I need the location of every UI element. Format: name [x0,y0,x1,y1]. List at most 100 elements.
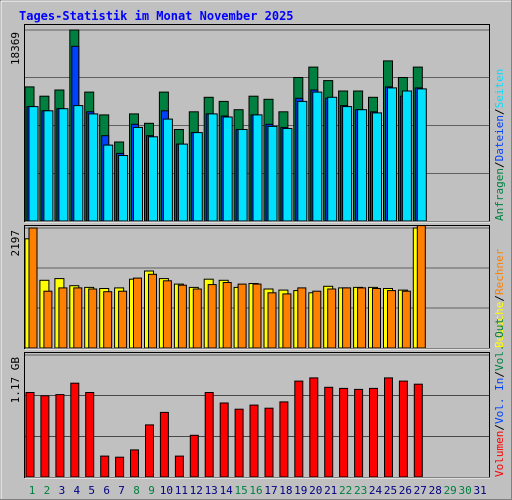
bar-rechner-day-24 [372,288,381,349]
bar-rechner-day-6 [103,291,113,349]
bar-seiten-day-19 [297,100,308,222]
bar-volumen-day-7 [115,456,125,478]
x-axis-labels: 1 2 3 4 5 6 7 8 9 10 11 12 13 14 15 16 17 18 19 20 21 22 23 24 2… [29,484,487,497]
x-tick-label-4: 4 [73,484,80,497]
bar-seiten-day-9 [148,136,158,222]
legend-entry: Dateien [493,115,506,161]
bar-volumen-day-6 [100,455,110,478]
bar-rechner-day-3 [58,287,68,349]
bar-volumen-day-4 [70,382,80,478]
panel-volume: 1.17 GB [9,352,490,479]
bar-rechner-day-21 [327,288,337,349]
bar-seiten-day-21 [327,96,338,222]
bar-rechner-day-11 [177,284,187,349]
bar-volumen-day-2 [40,395,50,478]
bar-volumen-day-27 [413,383,423,478]
bar-volumen-day-1 [25,392,35,478]
bar-rechner-day-18 [282,293,292,349]
x-tick-label-16: 16 [249,484,262,497]
bar-seiten-day-22 [342,106,353,222]
bar-volumen-day-3 [55,394,65,478]
right-legend-middle: Besuche/Rechner [493,248,506,348]
x-tick-label-7: 7 [118,484,125,497]
bar-seiten-day-25 [387,87,397,222]
chart-title: Tages-Statistik im Monat November 2025 [19,9,294,23]
bar-seiten-day-6 [103,144,114,222]
x-tick-label-18: 18 [279,484,292,497]
x-tick-label-11: 11 [175,484,188,497]
bar-seiten-day-15 [237,129,248,222]
bar-seiten-day-27 [416,88,427,222]
bar-seiten-day-12 [192,132,203,222]
panels: 18369 2197 1.17 GB [9,24,490,479]
y-axis-max-label: 2197 [9,230,22,257]
bar-seiten-day-26 [401,90,412,222]
legend-entry: / [493,295,506,302]
bar-rechner-day-10 [162,280,172,349]
bar-volumen-day-23 [354,388,364,478]
bar-volumen-day-20 [309,377,319,478]
legend-entry: Vol. Out [493,318,506,371]
bar-volumen-day-11 [174,455,184,478]
bar-volumen-day-10 [159,411,169,478]
y-axis-max-label: 18369 [9,32,22,65]
x-tick-label-15: 15 [234,484,247,497]
x-tick-label-9: 9 [148,484,155,497]
bar-rechner-day-16 [252,283,262,349]
bar-seiten-day-17 [267,125,278,222]
bar-rechner-day-5 [88,288,98,349]
bar-seiten-day-3 [58,108,69,222]
bar-seiten-day-2 [43,110,54,222]
x-tick-label-19: 19 [294,484,307,497]
bar-seiten-day-4 [73,105,84,222]
x-tick-label-3: 3 [59,484,66,497]
bar-rechner-day-9 [148,273,157,349]
x-tick-label-2: 2 [44,484,51,497]
x-tick-label-31: 31 [473,484,486,497]
bar-volumen-day-9 [145,424,154,478]
bar-volumen-day-17 [264,407,274,478]
bar-rechner-day-23 [357,287,367,349]
bar-rechner-day-26 [401,290,411,349]
legend-entry: Anfragen [493,168,506,221]
bar-rechner-day-8 [133,277,142,349]
legend-entry: Rechner [493,248,506,295]
bar-rechner-day-12 [192,288,202,349]
bar-rechner-day-1 [28,227,38,349]
bar-seiten-day-20 [312,91,323,222]
bar-volumen-day-25 [384,377,393,478]
bar-rechner-day-14 [222,282,232,349]
bar-volumen-day-12 [189,434,199,478]
legend-entry: Besuche [493,302,506,348]
bar-volumen-day-21 [324,386,334,478]
bar-volumen-day-16 [249,404,259,478]
bar-volumen-day-22 [339,387,349,478]
bar-rechner-day-4 [73,287,83,349]
bar-volumen-day-5 [85,392,95,478]
x-tick-label-13: 13 [205,484,218,497]
panel-hits-files-pages: 18369 [9,24,490,223]
bar-seiten-day-14 [222,116,233,222]
right-legend-top: Anfragen/Dateien/Seiten [493,69,506,221]
bar-seiten-day-8 [133,126,143,222]
bar-rechner-day-19 [297,287,307,349]
x-tick-label-23: 23 [354,484,367,497]
x-tick-label-22: 22 [339,484,352,497]
x-tick-label-26: 26 [399,484,412,497]
bar-rechner-day-17 [267,292,277,349]
bar-seiten-day-13 [207,113,218,222]
bar-volumen-day-18 [279,401,289,478]
x-tick-label-17: 17 [264,484,277,497]
bar-rechner-day-22 [342,287,352,349]
bar-volumen-day-24 [369,387,378,478]
bar-seiten-day-7 [118,155,129,222]
x-tick-label-30: 30 [458,484,471,497]
x-tick-label-6: 6 [103,484,110,497]
bar-rechner-day-2 [43,290,53,349]
x-tick-label-25: 25 [384,484,397,497]
x-tick-label-8: 8 [133,484,140,497]
x-tick-label-27: 27 [414,484,427,497]
right-legend-bottom: Volumen/Vol. In/Vol. Out [493,318,506,477]
